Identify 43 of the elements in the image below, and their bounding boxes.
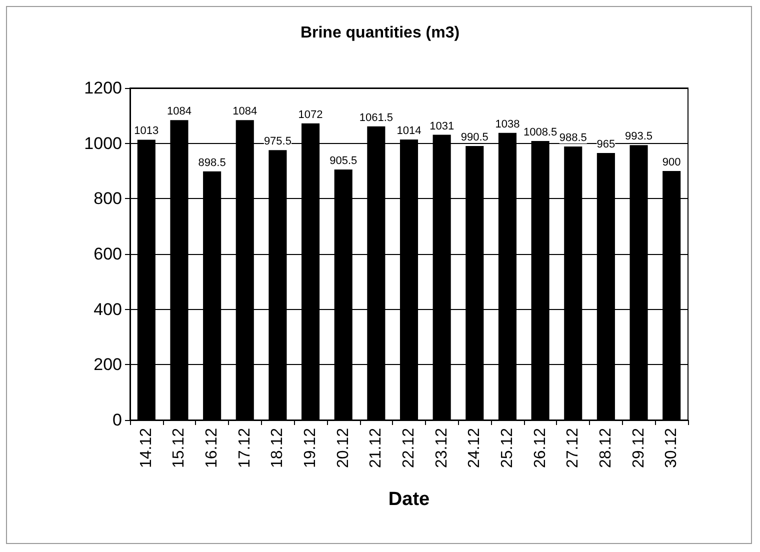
- x-tick-label: 24.12: [466, 428, 484, 468]
- y-tick-label: 1000: [84, 134, 122, 153]
- x-tick-label: 18.12: [269, 428, 286, 468]
- x-tick-label: 30.12: [663, 428, 680, 468]
- y-tick-label: 1200: [84, 78, 122, 98]
- x-tick-label: 22.12: [400, 428, 418, 468]
- data-label: 1031: [430, 120, 454, 132]
- data-label: 1008.5: [523, 126, 558, 138]
- x-tick-label: 19.12: [302, 428, 320, 468]
- data-label: 1014: [396, 124, 422, 137]
- data-label: 1084: [166, 106, 192, 118]
- x-tick-label: 26.12: [532, 428, 549, 468]
- data-label: 965: [596, 138, 616, 151]
- x-tick-label: 20.12: [334, 428, 352, 468]
- data-label: 1072: [298, 108, 323, 121]
- x-tick-label: 15.12: [170, 428, 188, 468]
- y-tick-label: 0: [112, 410, 122, 430]
- y-tick-label: 600: [94, 244, 122, 264]
- data-label: 993.5: [625, 130, 653, 143]
- y-tick-label: 200: [94, 355, 122, 374]
- y-tick-label: 800: [94, 189, 122, 208]
- x-tick-label: 27.12: [564, 428, 582, 468]
- data-label: 1013: [134, 125, 159, 138]
- x-tick-label: 28.12: [597, 428, 614, 468]
- data-label: 900: [662, 156, 681, 168]
- data-label: 1038: [495, 118, 520, 130]
- data-label: 1061.5: [359, 112, 394, 124]
- x-tick-label: 17.12: [236, 428, 254, 468]
- y-tick-label: 400: [94, 300, 122, 319]
- data-label: 898.5: [198, 156, 226, 169]
- x-tick-label: 21.12: [368, 428, 385, 468]
- x-tick-label: 25.12: [498, 428, 516, 468]
- data-label: 905.5: [330, 154, 358, 167]
- chart-title: Brine quantities (m3): [300, 24, 460, 42]
- data-label: 988.5: [559, 132, 587, 144]
- x-tick-label: 23.12: [433, 428, 450, 468]
- x-tick-label: 29.12: [630, 428, 648, 468]
- x-axis-title: Date: [388, 489, 430, 510]
- x-tick-label: 16.12: [204, 428, 221, 468]
- x-tick-label: 14.12: [138, 428, 155, 468]
- data-label: 990.5: [460, 131, 488, 144]
- data-label: 1084: [232, 106, 258, 118]
- data-label: 975.5: [264, 136, 292, 148]
